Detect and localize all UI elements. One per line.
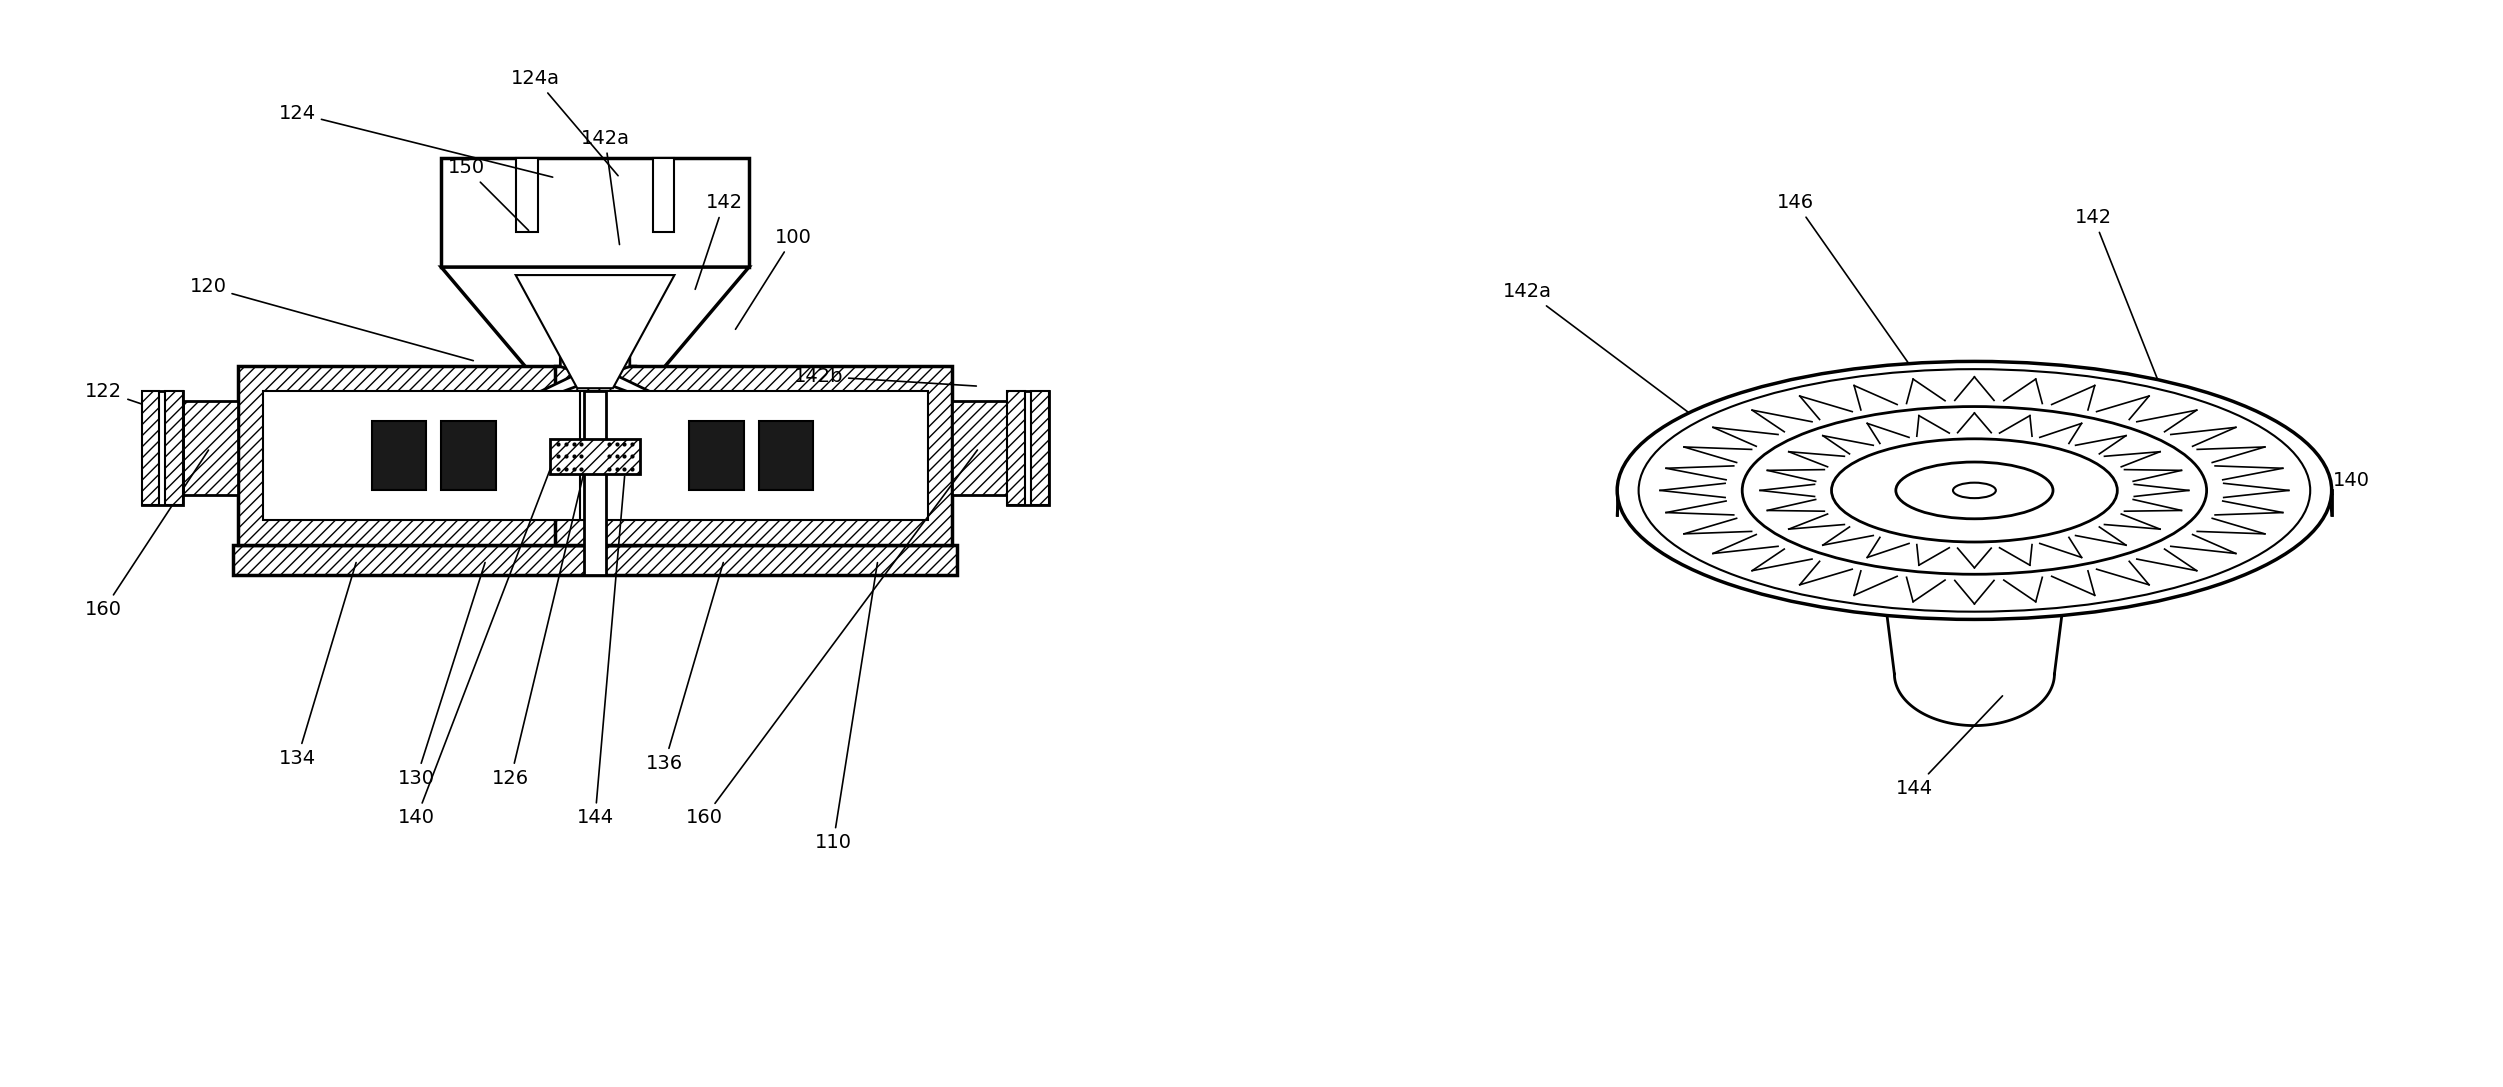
Text: 144: 144 xyxy=(576,476,626,827)
Polygon shape xyxy=(951,401,1006,496)
Text: 122: 122 xyxy=(85,382,160,410)
Ellipse shape xyxy=(1952,483,1995,498)
Polygon shape xyxy=(688,421,743,490)
Text: 130: 130 xyxy=(398,562,486,788)
Polygon shape xyxy=(183,401,238,496)
Polygon shape xyxy=(441,158,748,267)
Polygon shape xyxy=(373,421,426,490)
Text: 142: 142 xyxy=(2075,208,2170,411)
Polygon shape xyxy=(233,545,956,575)
Polygon shape xyxy=(516,158,538,233)
Polygon shape xyxy=(263,391,611,521)
Polygon shape xyxy=(143,391,160,505)
Text: 146: 146 xyxy=(1777,193,1920,378)
Text: 134: 134 xyxy=(278,563,355,767)
Text: 126: 126 xyxy=(493,428,593,788)
Text: 100: 100 xyxy=(736,228,811,329)
Ellipse shape xyxy=(1639,370,2310,612)
Text: 142b: 142b xyxy=(793,366,976,386)
Text: 110: 110 xyxy=(816,563,879,852)
Text: 124a: 124a xyxy=(511,70,618,176)
Text: 160: 160 xyxy=(85,450,208,619)
Ellipse shape xyxy=(1895,462,2052,518)
Polygon shape xyxy=(441,421,496,490)
Ellipse shape xyxy=(1832,439,2118,542)
Text: 124: 124 xyxy=(278,104,553,177)
Text: 150: 150 xyxy=(448,159,528,230)
Text: 140: 140 xyxy=(398,459,553,827)
Polygon shape xyxy=(581,391,929,521)
Text: 142a: 142a xyxy=(1504,283,1705,424)
Polygon shape xyxy=(165,391,183,505)
Text: 142: 142 xyxy=(696,193,743,289)
Text: 140: 140 xyxy=(2333,471,2370,496)
Text: 144: 144 xyxy=(1897,696,2002,798)
Polygon shape xyxy=(1006,391,1049,505)
Polygon shape xyxy=(238,366,636,545)
Text: 120: 120 xyxy=(190,277,473,361)
Polygon shape xyxy=(441,267,748,396)
Polygon shape xyxy=(653,158,673,233)
Polygon shape xyxy=(1031,391,1049,505)
Polygon shape xyxy=(561,349,661,396)
Text: 160: 160 xyxy=(686,450,979,827)
Ellipse shape xyxy=(1742,407,2208,574)
Polygon shape xyxy=(551,439,641,474)
Polygon shape xyxy=(143,391,183,505)
Text: 136: 136 xyxy=(646,563,723,773)
Polygon shape xyxy=(1006,391,1024,505)
Polygon shape xyxy=(516,275,673,388)
Ellipse shape xyxy=(1617,361,2333,620)
Polygon shape xyxy=(583,391,606,575)
Polygon shape xyxy=(758,421,813,490)
Polygon shape xyxy=(556,366,951,545)
Polygon shape xyxy=(531,349,631,396)
Text: 142a: 142a xyxy=(581,128,628,245)
